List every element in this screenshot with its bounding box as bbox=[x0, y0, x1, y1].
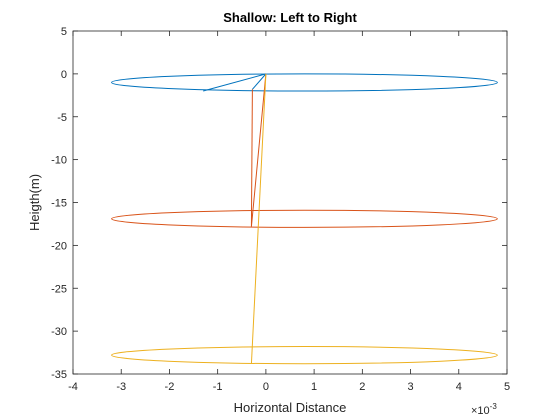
y-axis-label: Heigth(m) bbox=[27, 174, 42, 231]
x-axis-multiplier-base: ×10 bbox=[471, 405, 490, 417]
series-3-ellipse bbox=[111, 346, 498, 365]
series-2-ellipse bbox=[111, 209, 498, 228]
series-2-line-1 bbox=[250, 73, 267, 227]
x-tick-label: 4 bbox=[456, 381, 462, 393]
series-1-line-1 bbox=[203, 73, 267, 92]
x-tick-label: 2 bbox=[359, 381, 365, 393]
x-axis-ticks: -4 -3 -2 -1 0 1 2 3 4 5 bbox=[68, 31, 510, 393]
x-axis-multiplier: ×10-3 bbox=[471, 402, 497, 417]
y-tick-label: 5 bbox=[61, 26, 67, 38]
y-tick-label: -35 bbox=[51, 369, 67, 381]
x-tick-label: 0 bbox=[263, 381, 269, 393]
chart-title: Shallow: Left to Right bbox=[223, 10, 357, 25]
axes-background bbox=[73, 31, 507, 374]
y-tick-label: -5 bbox=[57, 112, 67, 124]
series-1-ellipse bbox=[111, 73, 498, 92]
series-1-line-2 bbox=[252, 73, 267, 90]
y-axis-ticks: 5 0 -5 -10 -15 -20 -25 -30 -35 bbox=[51, 26, 507, 381]
series-2 bbox=[111, 73, 498, 228]
y-tick-label: -30 bbox=[51, 326, 67, 338]
x-axis-label: Horizontal Distance bbox=[234, 400, 347, 415]
y-tick-label: 0 bbox=[61, 69, 67, 81]
x-tick-label: -1 bbox=[213, 381, 223, 393]
series-1 bbox=[111, 73, 498, 92]
series-3-line-1 bbox=[250, 73, 267, 364]
x-axis-multiplier-exponent: -3 bbox=[490, 402, 498, 411]
x-tick-label: 5 bbox=[504, 381, 510, 393]
x-tick-label: 3 bbox=[407, 381, 413, 393]
y-tick-label: -15 bbox=[51, 198, 67, 210]
x-tick-label: -4 bbox=[68, 381, 78, 393]
x-tick-label: 1 bbox=[311, 381, 317, 393]
y-tick-label: -20 bbox=[51, 240, 67, 252]
series-3 bbox=[111, 73, 498, 365]
series-2-line-2 bbox=[250, 89, 253, 227]
x-tick-label: -3 bbox=[116, 381, 126, 393]
x-tick-label: -2 bbox=[165, 381, 175, 393]
plot-area bbox=[111, 73, 498, 365]
y-tick-label: -25 bbox=[51, 283, 67, 295]
y-tick-label: -10 bbox=[51, 155, 67, 167]
